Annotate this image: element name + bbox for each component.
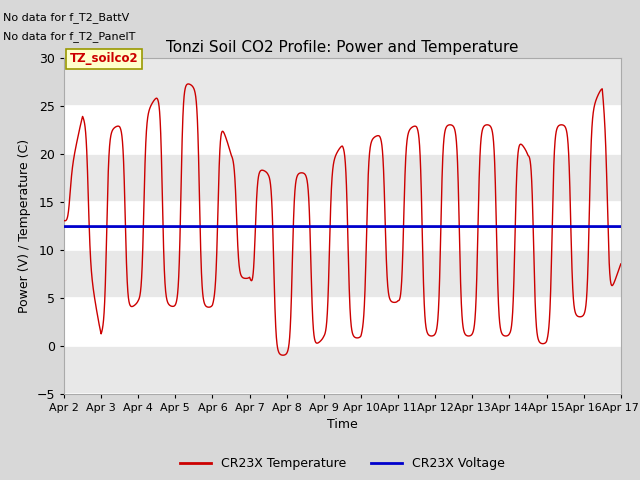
Bar: [64, 250, 621, 298]
Text: TZ_soilco2: TZ_soilco2: [70, 52, 138, 65]
Bar: [64, 298, 621, 346]
Text: No data for f_T2_BattV: No data for f_T2_BattV: [3, 12, 129, 23]
Text: No data for f_T2_PanelT: No data for f_T2_PanelT: [3, 31, 136, 42]
Bar: [64, 106, 621, 154]
Title: Tonzi Soil CO2 Profile: Power and Temperature: Tonzi Soil CO2 Profile: Power and Temper…: [166, 40, 518, 55]
Y-axis label: Power (V) / Temperature (C): Power (V) / Temperature (C): [18, 139, 31, 312]
Bar: [64, 154, 621, 202]
X-axis label: Time: Time: [327, 418, 358, 431]
Legend: CR23X Temperature, CR23X Voltage: CR23X Temperature, CR23X Voltage: [175, 452, 510, 475]
Bar: [64, 58, 621, 106]
Bar: [64, 346, 621, 394]
Bar: [64, 202, 621, 250]
